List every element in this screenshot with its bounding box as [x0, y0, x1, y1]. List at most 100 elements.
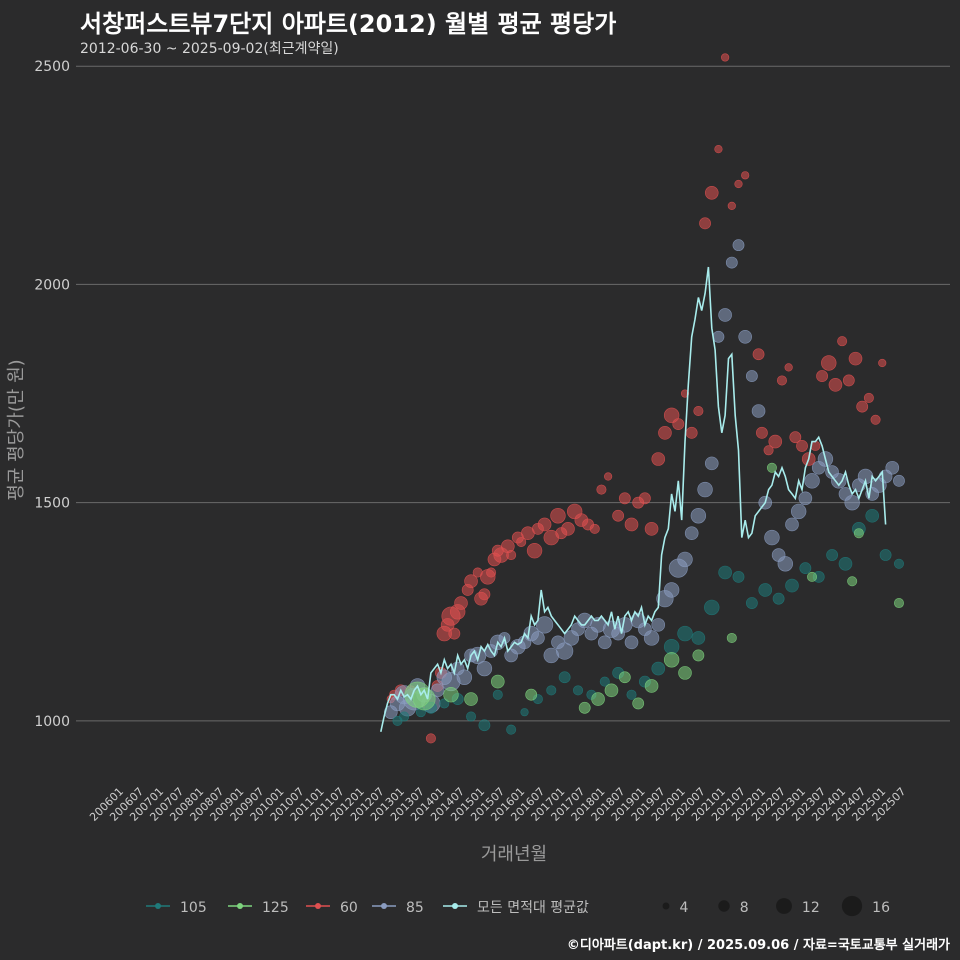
legend-label-60: 60 [340, 900, 358, 916]
point-125 [412, 687, 436, 711]
point-105 [865, 508, 880, 523]
point-85 [597, 635, 612, 650]
point-125 [726, 632, 737, 643]
point-60 [763, 445, 774, 456]
point-85 [804, 473, 820, 489]
point-105 [838, 556, 853, 571]
y-tick-labels: 1000 1500 2000 2500 [34, 59, 70, 730]
point-85 [764, 529, 780, 546]
point-60 [776, 375, 787, 386]
point-105 [558, 671, 571, 684]
point-105 [826, 549, 839, 561]
point-85 [624, 635, 639, 650]
point-60 [506, 550, 517, 561]
point-60 [604, 472, 613, 481]
point-60 [699, 217, 711, 230]
point-125 [853, 528, 864, 539]
point-85 [476, 660, 493, 677]
point-105 [439, 698, 450, 709]
point-60 [816, 370, 828, 382]
point-60 [486, 567, 497, 578]
point-60 [837, 336, 848, 347]
point-105 [663, 638, 680, 655]
point-60 [651, 452, 666, 466]
point-60 [596, 484, 607, 495]
point-85 [785, 517, 799, 532]
point-85 [704, 456, 719, 471]
point-125 [847, 576, 858, 587]
point-60 [464, 574, 478, 589]
legend-dot-60 [315, 903, 321, 909]
point-85 [690, 508, 707, 524]
legend-size-8 [718, 900, 730, 912]
point-105 [758, 583, 773, 597]
point-125 [464, 692, 478, 706]
legend-dot-125 [237, 903, 243, 909]
point-60 [784, 363, 793, 372]
grid-lines [76, 65, 950, 722]
point-85 [677, 551, 693, 568]
source-caption: ©디아파트(dapt.kr) / 2025.09.06 / 자료=국토교통부 실… [566, 938, 950, 953]
point-60 [848, 351, 863, 366]
average-line-path [380, 266, 887, 732]
x-tick-labels: 2006012006072007012007072008012008072009… [87, 785, 908, 824]
legend-dot-85 [381, 903, 387, 909]
point-60 [856, 400, 869, 413]
point-60 [550, 508, 566, 524]
point-85 [697, 481, 713, 498]
legend-label-85: 85 [406, 900, 424, 916]
point-85 [831, 473, 847, 489]
point-85 [531, 631, 545, 645]
chart-subtitle: 2012-06-30 ~ 2025-09-02(최근계약일) [80, 41, 339, 57]
point-85 [663, 582, 680, 598]
point-105 [520, 708, 529, 717]
point-60 [704, 185, 719, 200]
point-85 [745, 370, 758, 382]
point-85 [751, 404, 766, 418]
point-105 [704, 599, 720, 616]
point-105 [506, 724, 517, 735]
point-60 [537, 517, 552, 532]
point-60 [734, 179, 743, 189]
point-60 [878, 358, 887, 368]
point-60 [685, 426, 698, 439]
point-105 [466, 711, 477, 722]
point-85 [738, 329, 752, 344]
point-85 [885, 460, 900, 475]
point-60 [755, 426, 768, 439]
point-60 [821, 355, 837, 371]
point-105 [745, 597, 758, 609]
point-60 [693, 405, 704, 416]
point-85 [790, 503, 807, 520]
point-105 [893, 558, 904, 569]
point-60 [721, 53, 730, 62]
point-105 [785, 578, 799, 593]
point-60 [828, 378, 843, 392]
point-125 [766, 462, 777, 473]
point-125 [443, 687, 459, 703]
point-125 [591, 692, 605, 706]
point-125 [618, 671, 631, 684]
point-60 [624, 517, 639, 532]
point-60 [672, 418, 685, 430]
average-line [380, 266, 887, 732]
point-105 [879, 549, 892, 561]
legend-size-4 [662, 902, 670, 910]
point-60 [425, 733, 436, 744]
point-105 [677, 625, 693, 642]
point-60 [612, 509, 625, 522]
point-85 [718, 308, 732, 322]
point-60 [478, 588, 491, 601]
point-60 [638, 492, 651, 505]
point-60 [741, 171, 750, 180]
point-125 [578, 701, 591, 714]
legend-size-label: 12 [802, 900, 820, 916]
point-125 [663, 652, 680, 668]
legend-size-label: 16 [872, 900, 890, 916]
point-85 [893, 474, 905, 487]
point-85 [651, 618, 666, 632]
legend-label-avg: 모든 면적대 평균값 [477, 900, 589, 916]
point-60 [796, 440, 808, 452]
